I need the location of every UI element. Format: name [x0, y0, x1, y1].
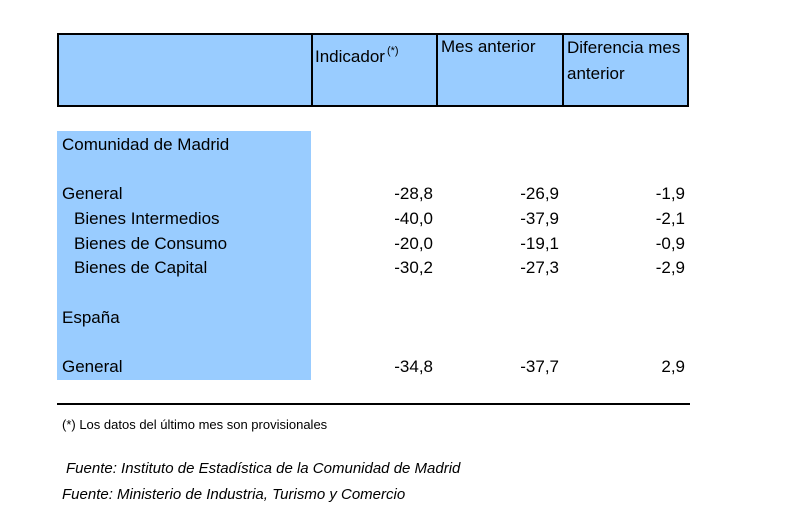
row-label-band [57, 131, 311, 380]
row-label: Bienes Intermedios [74, 209, 220, 228]
cell-diferencia: -0,9 [655, 234, 685, 253]
section-title-espana: España [62, 308, 120, 327]
cell-diferencia: -1,9 [655, 184, 685, 203]
header-mes-anterior: Mes anterior [441, 37, 536, 56]
cell-diferencia: 2,9 [661, 357, 685, 376]
footnote: (*) Los datos del último mes son provisi… [62, 417, 328, 432]
section-title-madrid: Comunidad de Madrid [62, 135, 230, 154]
source-note: Fuente: Ministerio de Industria, Turismo… [62, 486, 406, 503]
cell-indicador: -28,8 [394, 184, 433, 203]
source-note: Fuente: Instituto de Estadística de la C… [66, 460, 461, 477]
footnote-mark: (*) [386, 45, 399, 57]
row-label: General [62, 357, 123, 376]
cell-indicador: -20,0 [394, 234, 433, 253]
header-diferencia: Diferencia mes anterior [567, 38, 681, 83]
cell-diferencia: -2,9 [655, 258, 685, 277]
cell-indicador: -40,0 [394, 209, 433, 228]
header-divider [562, 35, 564, 105]
header-indicador-label: Indicador [315, 47, 385, 66]
header-indicador: Indicador (*) [315, 39, 399, 69]
cell-mes-anterior: -26,9 [520, 184, 559, 203]
row-label: Bienes de Consumo [74, 234, 228, 253]
cell-indicador: -30,2 [394, 258, 433, 277]
header-divider [311, 35, 313, 105]
cell-mes-anterior: -27,3 [520, 258, 559, 277]
cell-diferencia: -2,1 [655, 209, 685, 228]
row-label: Bienes de Capital [74, 258, 208, 277]
cell-mes-anterior: -37,7 [520, 357, 559, 376]
header-divider [436, 35, 438, 105]
cell-mes-anterior: -37,9 [520, 209, 559, 228]
table-header: Indicador (*) Mes anterior Diferencia mes… [57, 33, 689, 107]
row-label: General [62, 184, 123, 203]
cell-indicador: -34,8 [394, 357, 433, 376]
table-bottom-rule [57, 403, 690, 405]
cell-mes-anterior: -19,1 [520, 234, 559, 253]
